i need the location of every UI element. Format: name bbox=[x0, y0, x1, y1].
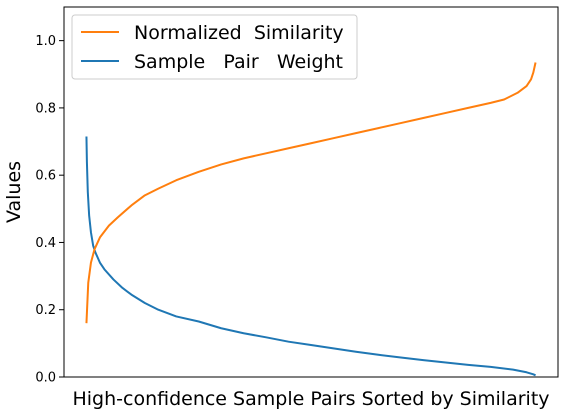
y-tick-label: 0.0 bbox=[35, 371, 56, 386]
legend-label: Normalized Similarity bbox=[134, 22, 344, 44]
series-layer bbox=[85, 62, 537, 377]
x-axis-title: High-confidence Sample Pairs Sorted by S… bbox=[72, 388, 549, 410]
y-tick-label: 0.2 bbox=[35, 303, 56, 318]
y-tick-label: 0.4 bbox=[35, 236, 56, 251]
y-tick-label: 0.8 bbox=[35, 101, 56, 116]
legend-label: Sample Pair Weight bbox=[134, 51, 343, 73]
series-line-normalized-similarity bbox=[85, 62, 537, 324]
legend-box bbox=[71, 14, 358, 80]
y-axis-title: Values bbox=[3, 161, 25, 223]
y-tick-label: 1.0 bbox=[35, 34, 56, 49]
y-tick-label: 0.6 bbox=[35, 169, 56, 184]
legend: Normalized Similarity Sample Pair Weight bbox=[71, 14, 358, 80]
y-axis: 0.0 0.2 0.4 0.6 0.8 1.0 bbox=[35, 34, 64, 386]
plot-frame bbox=[63, 6, 559, 378]
series-line-sample-pair-weight bbox=[85, 136, 536, 377]
